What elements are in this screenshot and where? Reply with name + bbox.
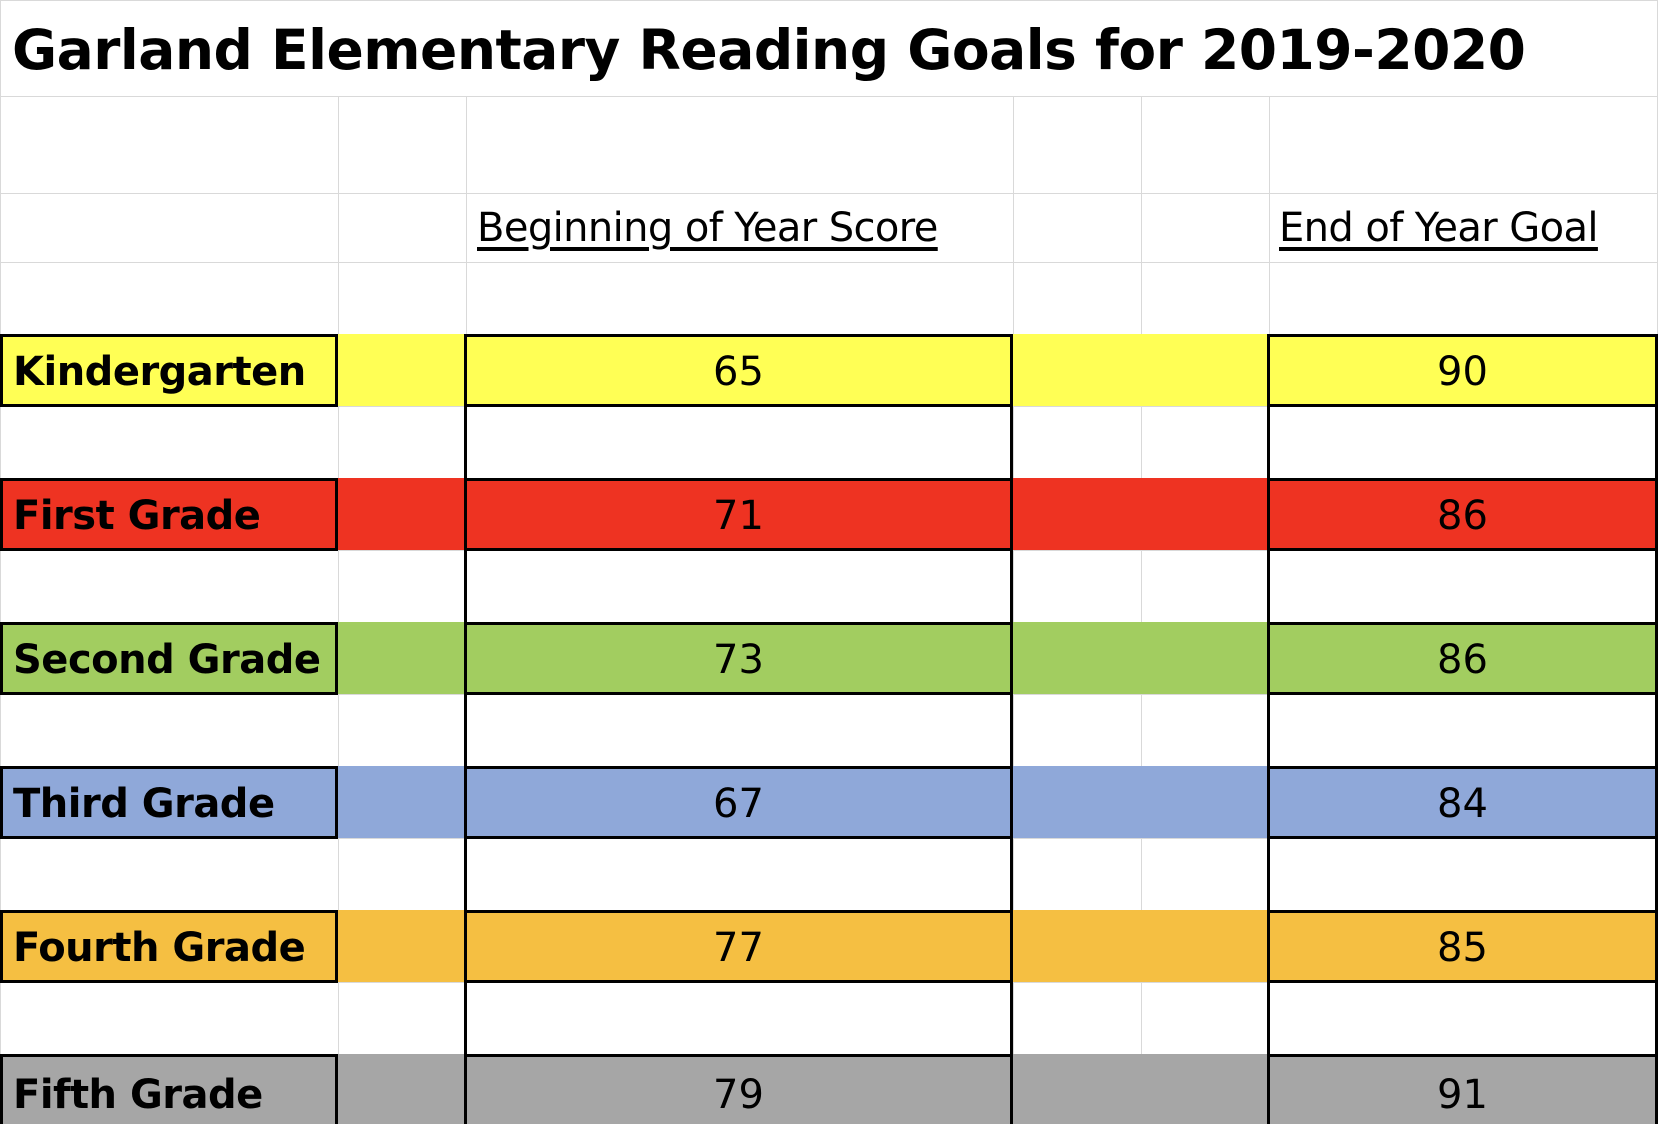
gridline (1013, 96, 1014, 1124)
grade-label-kindergarten[interactable]: Kindergarten (0, 334, 338, 407)
column-border-left-end (1267, 334, 1270, 1124)
grade-label-third-grade[interactable]: Third Grade (0, 766, 338, 839)
end-goal-third-grade[interactable]: 84 (1267, 766, 1658, 839)
header-beginning-of-year-score[interactable]: Beginning of Year Score (477, 205, 938, 251)
gridline (338, 96, 339, 1124)
column-border-left-beginning (464, 334, 467, 1124)
grade-label-fourth-grade[interactable]: Fourth Grade (0, 910, 338, 983)
beginning-score-third-grade[interactable]: 67 (464, 766, 1013, 839)
sheet-title[interactable]: Garland Elementary Reading Goals for 201… (12, 18, 1526, 82)
end-goal-fifth-grade[interactable]: 91 (1267, 1054, 1658, 1124)
gridline (0, 0, 1, 1124)
end-goal-fourth-grade[interactable]: 85 (1267, 910, 1658, 983)
end-goal-kindergarten[interactable]: 90 (1267, 334, 1658, 407)
beginning-score-fifth-grade[interactable]: 79 (464, 1054, 1013, 1124)
grade-label-fifth-grade[interactable]: Fifth Grade (0, 1054, 338, 1124)
beginning-score-kindergarten[interactable]: 65 (464, 334, 1013, 407)
beginning-score-second-grade[interactable]: 73 (464, 622, 1013, 695)
gridline (0, 193, 1658, 194)
grade-label-second-grade[interactable]: Second Grade (0, 622, 338, 695)
column-border-right-end (1655, 334, 1658, 1124)
gridline (0, 0, 1658, 1)
gridline (1141, 96, 1142, 1124)
end-goal-first-grade[interactable]: 86 (1267, 478, 1658, 551)
gridline (0, 96, 1658, 97)
beginning-score-first-grade[interactable]: 71 (464, 478, 1013, 551)
gridline (0, 262, 1658, 263)
beginning-score-fourth-grade[interactable]: 77 (464, 910, 1013, 983)
grade-label-first-grade[interactable]: First Grade (0, 478, 338, 551)
header-end-of-year-goal[interactable]: End of Year Goal (1279, 205, 1599, 251)
column-border-right-beginning (1010, 334, 1013, 1124)
end-goal-second-grade[interactable]: 86 (1267, 622, 1658, 695)
